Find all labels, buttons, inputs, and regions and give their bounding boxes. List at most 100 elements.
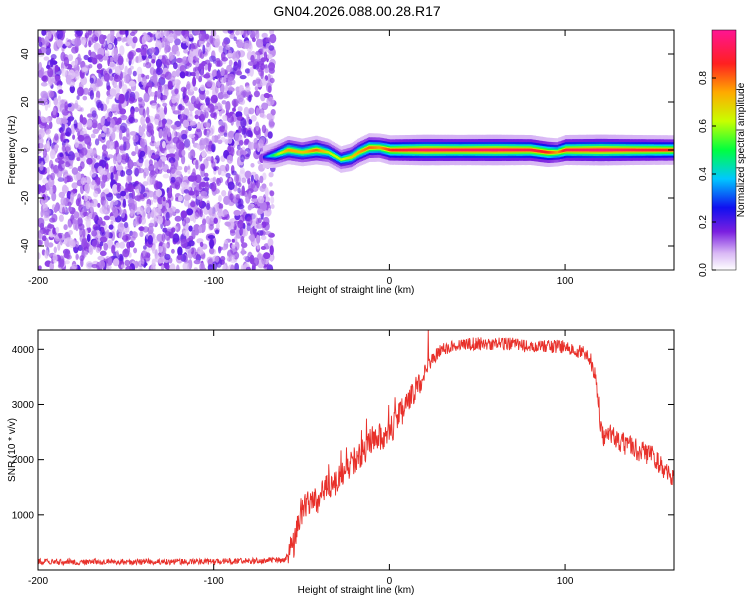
heatmap-noise-cell xyxy=(104,188,110,195)
heatmap-noise-cell xyxy=(246,130,253,137)
colorbar-tick-label: 0.8 xyxy=(698,71,709,85)
heatmap-noise-cell xyxy=(99,236,108,243)
y-tick-label: 2000 xyxy=(12,455,35,466)
heatmap-signal-cell xyxy=(390,148,393,152)
heatmap-noise-cell xyxy=(255,121,260,132)
heatmap-signal-cell xyxy=(388,148,390,151)
heatmap-noise-cell xyxy=(119,108,127,115)
heatmap-noise-cell xyxy=(155,151,160,159)
heatmap-noise-cell xyxy=(243,131,247,138)
heatmap-signal-cell xyxy=(279,151,282,155)
heatmap-signal-cell xyxy=(500,148,503,152)
heatmap-noise-cell xyxy=(169,75,176,82)
heatmap-signal-cell xyxy=(499,148,501,152)
heatmap-noise-cell xyxy=(46,140,50,149)
heatmap-noise-cell xyxy=(221,190,227,197)
heatmap-noise-cell xyxy=(126,34,133,45)
heatmap-signal-cell xyxy=(416,148,418,152)
heatmap-noise-cell xyxy=(57,95,61,102)
heatmap-noise-cell xyxy=(56,168,63,179)
heatmap-noise-cell xyxy=(259,185,267,192)
heatmap-signal-cell xyxy=(264,155,267,158)
heatmap-noise-cell xyxy=(182,262,189,270)
heatmap-signal-cell xyxy=(539,150,542,153)
heatmap-noise-cell xyxy=(99,241,104,247)
heatmap-noise-cell xyxy=(91,119,98,129)
heatmap-noise-cell xyxy=(139,150,146,157)
heatmap-noise-cell xyxy=(199,113,205,123)
heatmap-noise-cell xyxy=(168,146,175,154)
heatmap-noise-cell xyxy=(184,165,188,173)
heatmap-noise-cell xyxy=(168,153,176,158)
heatmap-noise-cell xyxy=(112,258,120,267)
heatmap-signal-cell xyxy=(393,148,396,152)
heatmap-noise-cell xyxy=(120,190,127,197)
spectrogram-y-label: Frequency (Hz) xyxy=(7,116,18,185)
heatmap-noise-cell xyxy=(42,148,48,158)
heatmap-noise-cell xyxy=(42,207,50,217)
heatmap-signal-cell xyxy=(375,146,378,149)
heatmap-noise-cell xyxy=(91,34,98,44)
heatmap-noise-cell xyxy=(205,107,211,113)
heatmap-noise-cell xyxy=(264,231,272,236)
heatmap-noise-cell xyxy=(106,154,114,159)
heatmap-signal-cell xyxy=(435,148,438,152)
heatmap-noise-cell xyxy=(113,106,119,116)
heatmap-noise-cell xyxy=(156,126,160,131)
heatmap-noise-cell xyxy=(64,41,71,47)
heatmap-signal-cell xyxy=(317,149,320,152)
heatmap-noise-cell xyxy=(211,135,215,144)
heatmap-noise-cell xyxy=(205,138,209,144)
heatmap-noise-cell xyxy=(244,138,250,145)
heatmap-noise-cell xyxy=(238,125,242,134)
heatmap-signal-cell xyxy=(492,148,494,152)
heatmap-noise-cell xyxy=(111,245,116,254)
heatmap-signal-cell xyxy=(338,157,341,160)
heatmap-noise-cell xyxy=(47,135,51,141)
heatmap-noise-cell xyxy=(149,47,156,54)
heatmap-signal-cell xyxy=(430,148,432,152)
heatmap-noise-cell xyxy=(151,258,156,266)
heatmap-signal-cell xyxy=(350,156,352,159)
heatmap-signal-cell xyxy=(603,148,605,152)
heatmap-noise-cell xyxy=(47,222,52,232)
heatmap-noise-cell xyxy=(103,125,107,134)
heatmap-noise-cell xyxy=(199,208,203,218)
heatmap-noise-cell xyxy=(270,204,275,209)
heatmap-noise-cell xyxy=(47,173,51,179)
heatmap-noise-cell xyxy=(257,230,264,236)
heatmap-noise-cell xyxy=(231,238,235,243)
heatmap-noise-cell xyxy=(128,202,136,212)
heatmap-noise-cell xyxy=(157,89,161,99)
heatmap-noise-cell xyxy=(176,57,183,64)
heatmap-noise-cell xyxy=(211,69,216,78)
heatmap-noise-cell xyxy=(90,150,97,156)
heatmap-noise-cell xyxy=(151,59,156,64)
heatmap-noise-cell xyxy=(96,124,101,132)
heatmap-noise-cell xyxy=(117,222,125,233)
heatmap-signal-cell xyxy=(418,148,421,152)
heatmap-signal-cell xyxy=(447,148,449,152)
heatmap-noise-cell xyxy=(59,237,63,246)
heatmap-noise-cell xyxy=(188,240,195,247)
heatmap-signal-cell xyxy=(563,149,566,152)
heatmap-signal-cell xyxy=(556,151,559,154)
heatmap-noise-cell xyxy=(227,30,233,34)
heatmap-noise-cell xyxy=(80,177,87,186)
heatmap-noise-cell xyxy=(191,182,198,190)
heatmap-noise-cell xyxy=(173,62,178,70)
heatmap-signal-cell xyxy=(441,148,444,152)
heatmap-noise-cell xyxy=(210,181,217,192)
heatmap-noise-cell xyxy=(132,134,139,143)
heatmap-noise-cell xyxy=(97,165,103,174)
heatmap-noise-cell xyxy=(167,127,171,138)
heatmap-noise-cell xyxy=(218,110,223,117)
heatmap-noise-cell xyxy=(38,41,43,47)
heatmap-noise-cell xyxy=(145,203,151,214)
heatmap-noise-cell xyxy=(58,234,63,239)
heatmap-signal-cell xyxy=(562,149,565,152)
heatmap-noise-cell xyxy=(81,67,88,72)
heatmap-noise-cell xyxy=(61,184,68,194)
heatmap-noise-cell xyxy=(127,51,135,60)
heatmap-noise-cell xyxy=(97,202,101,208)
